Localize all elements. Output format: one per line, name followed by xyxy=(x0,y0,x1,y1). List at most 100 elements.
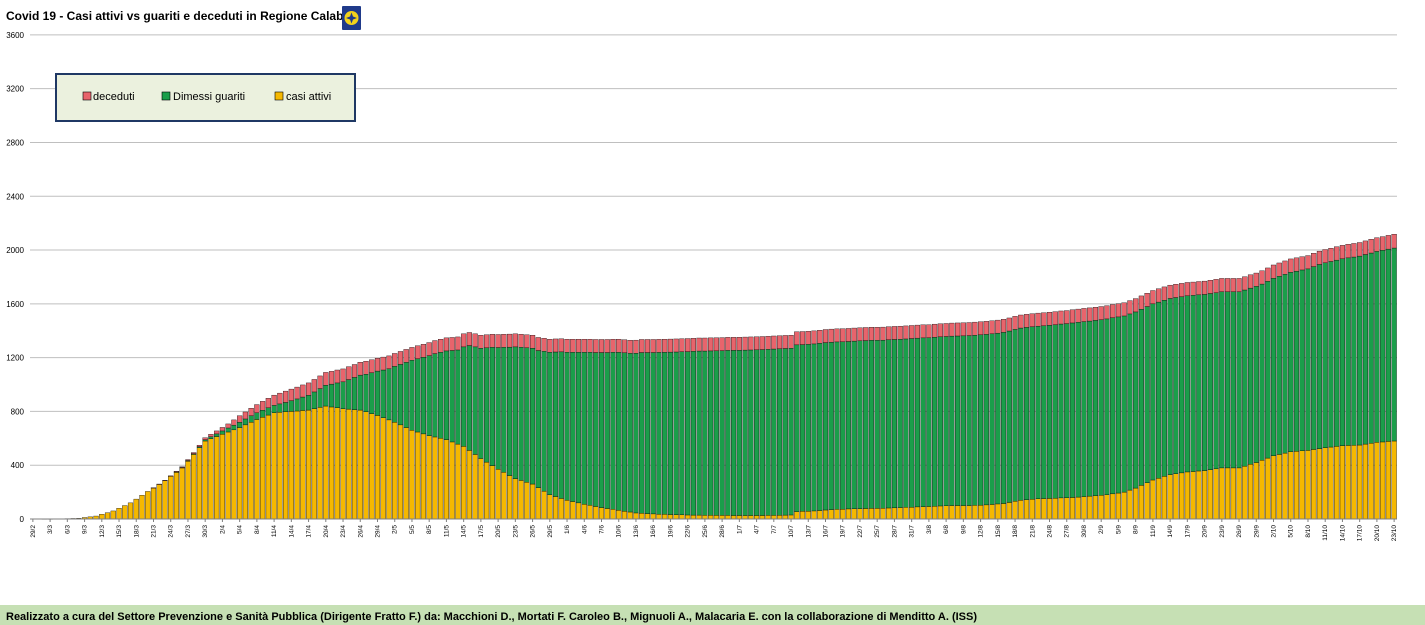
bar-deceduti xyxy=(604,339,610,353)
bar-casi-attivi xyxy=(1201,470,1208,520)
bar-deceduti xyxy=(811,330,817,345)
bar-casi-attivi xyxy=(443,439,450,520)
x-tick-label: 20/9 xyxy=(1202,525,1209,538)
bar-guariti xyxy=(300,396,306,411)
bar-deceduti xyxy=(237,415,243,423)
bar-deceduti xyxy=(1207,279,1213,294)
bar-guariti xyxy=(708,350,714,516)
bar-guariti xyxy=(713,350,719,516)
bar-casi-attivi xyxy=(357,409,363,520)
bar-casi-attivi xyxy=(403,427,409,520)
bar-deceduti xyxy=(1265,267,1271,282)
bar-deceduti xyxy=(731,337,737,351)
x-tick-label: 2/10 xyxy=(1271,525,1278,538)
bar-guariti xyxy=(311,391,317,409)
x-tick-label: 13/7 xyxy=(805,525,812,538)
bar-deceduti xyxy=(845,328,852,342)
bar-casi-attivi xyxy=(547,494,553,520)
bar-deceduti xyxy=(294,386,300,400)
bar-casi-attivi xyxy=(1121,491,1127,520)
bar-guariti xyxy=(570,352,576,502)
bar-guariti xyxy=(817,343,823,511)
bar-guariti xyxy=(937,336,943,507)
bar-deceduti xyxy=(202,437,208,440)
bar-guariti xyxy=(1035,325,1041,499)
bar-casi-attivi xyxy=(1288,451,1294,520)
bar-guariti xyxy=(1385,248,1391,442)
bar-deceduti xyxy=(782,335,788,349)
bar-casi-attivi xyxy=(1351,445,1357,520)
bar-guariti xyxy=(788,348,794,516)
bar-guariti xyxy=(616,352,622,511)
bar-casi-attivi xyxy=(1190,471,1196,520)
bar-casi-attivi xyxy=(1069,497,1076,520)
bar-casi-attivi xyxy=(782,514,788,520)
bar-deceduti xyxy=(397,351,404,365)
bar-guariti xyxy=(690,351,696,516)
bar-deceduti xyxy=(1110,304,1116,318)
bar-deceduti xyxy=(776,335,783,349)
chart-title: Covid 19 - Casi attivi vs guariti e dece… xyxy=(6,9,358,23)
bar-casi-attivi xyxy=(1339,445,1346,520)
bar-deceduti xyxy=(438,339,444,353)
bar-casi-attivi xyxy=(283,411,289,520)
bar-deceduti xyxy=(1305,255,1311,270)
bar-deceduti xyxy=(196,444,203,447)
bar-guariti xyxy=(685,351,691,516)
x-tick-label: 25/6 xyxy=(702,525,709,538)
calabria-coat-of-arms-icon xyxy=(342,6,361,30)
bar-casi-attivi xyxy=(535,487,541,520)
bar-guariti xyxy=(909,338,915,508)
x-tick-label: 3/8 xyxy=(926,525,933,534)
x-tick-label: 20/10 xyxy=(1374,525,1381,542)
bar-guariti xyxy=(1081,321,1087,497)
bar-guariti xyxy=(955,335,961,506)
bar-deceduti xyxy=(1230,278,1236,292)
bar-casi-attivi xyxy=(581,504,587,520)
bar-guariti xyxy=(633,353,639,514)
bar-guariti xyxy=(288,400,294,412)
bar-casi-attivi xyxy=(914,506,920,520)
bar-casi-attivi xyxy=(196,447,203,520)
bar-guariti xyxy=(1293,270,1300,452)
x-tick-label: 13/6 xyxy=(633,525,640,538)
bar-guariti xyxy=(1167,298,1173,475)
bar-guariti xyxy=(782,348,788,516)
bar-casi-attivi xyxy=(1219,467,1225,520)
x-tick-label: 16/6 xyxy=(650,525,657,538)
bar-guariti xyxy=(610,352,616,510)
bar-guariti xyxy=(1104,318,1110,495)
x-tick-label: 29/2 xyxy=(30,525,37,538)
bar-guariti xyxy=(972,334,978,506)
bar-guariti xyxy=(926,337,932,507)
bar-deceduti xyxy=(1092,307,1099,321)
bar-guariti xyxy=(1316,264,1323,449)
bar-casi-attivi xyxy=(478,458,484,520)
bar-guariti xyxy=(351,377,358,410)
bar-guariti xyxy=(225,427,231,433)
bar-guariti xyxy=(1190,295,1196,472)
bar-casi-attivi xyxy=(340,408,346,520)
bar-deceduti xyxy=(702,337,708,352)
bar-casi-attivi xyxy=(983,504,989,520)
bar-casi-attivi xyxy=(168,476,174,520)
bar-deceduti xyxy=(817,330,823,344)
bar-casi-attivi xyxy=(1293,451,1300,520)
y-tick-label: 2800 xyxy=(6,138,24,147)
bar-guariti xyxy=(260,410,266,418)
bar-deceduti xyxy=(977,321,984,335)
bar-deceduti xyxy=(507,333,513,348)
bar-casi-attivi xyxy=(771,515,777,520)
bar-guariti xyxy=(702,350,708,516)
bar-guariti xyxy=(1374,251,1380,443)
x-tick-label: 11/5 xyxy=(443,525,450,538)
bar-guariti xyxy=(1253,286,1259,463)
bar-deceduti xyxy=(1167,284,1173,299)
bar-guariti xyxy=(1339,258,1346,446)
bar-casi-attivi xyxy=(920,506,926,520)
bar-casi-attivi xyxy=(122,505,128,520)
bar-guariti xyxy=(1144,306,1150,483)
bar-deceduti xyxy=(598,339,605,353)
bar-deceduti xyxy=(386,355,392,369)
bar-deceduti xyxy=(960,322,966,337)
